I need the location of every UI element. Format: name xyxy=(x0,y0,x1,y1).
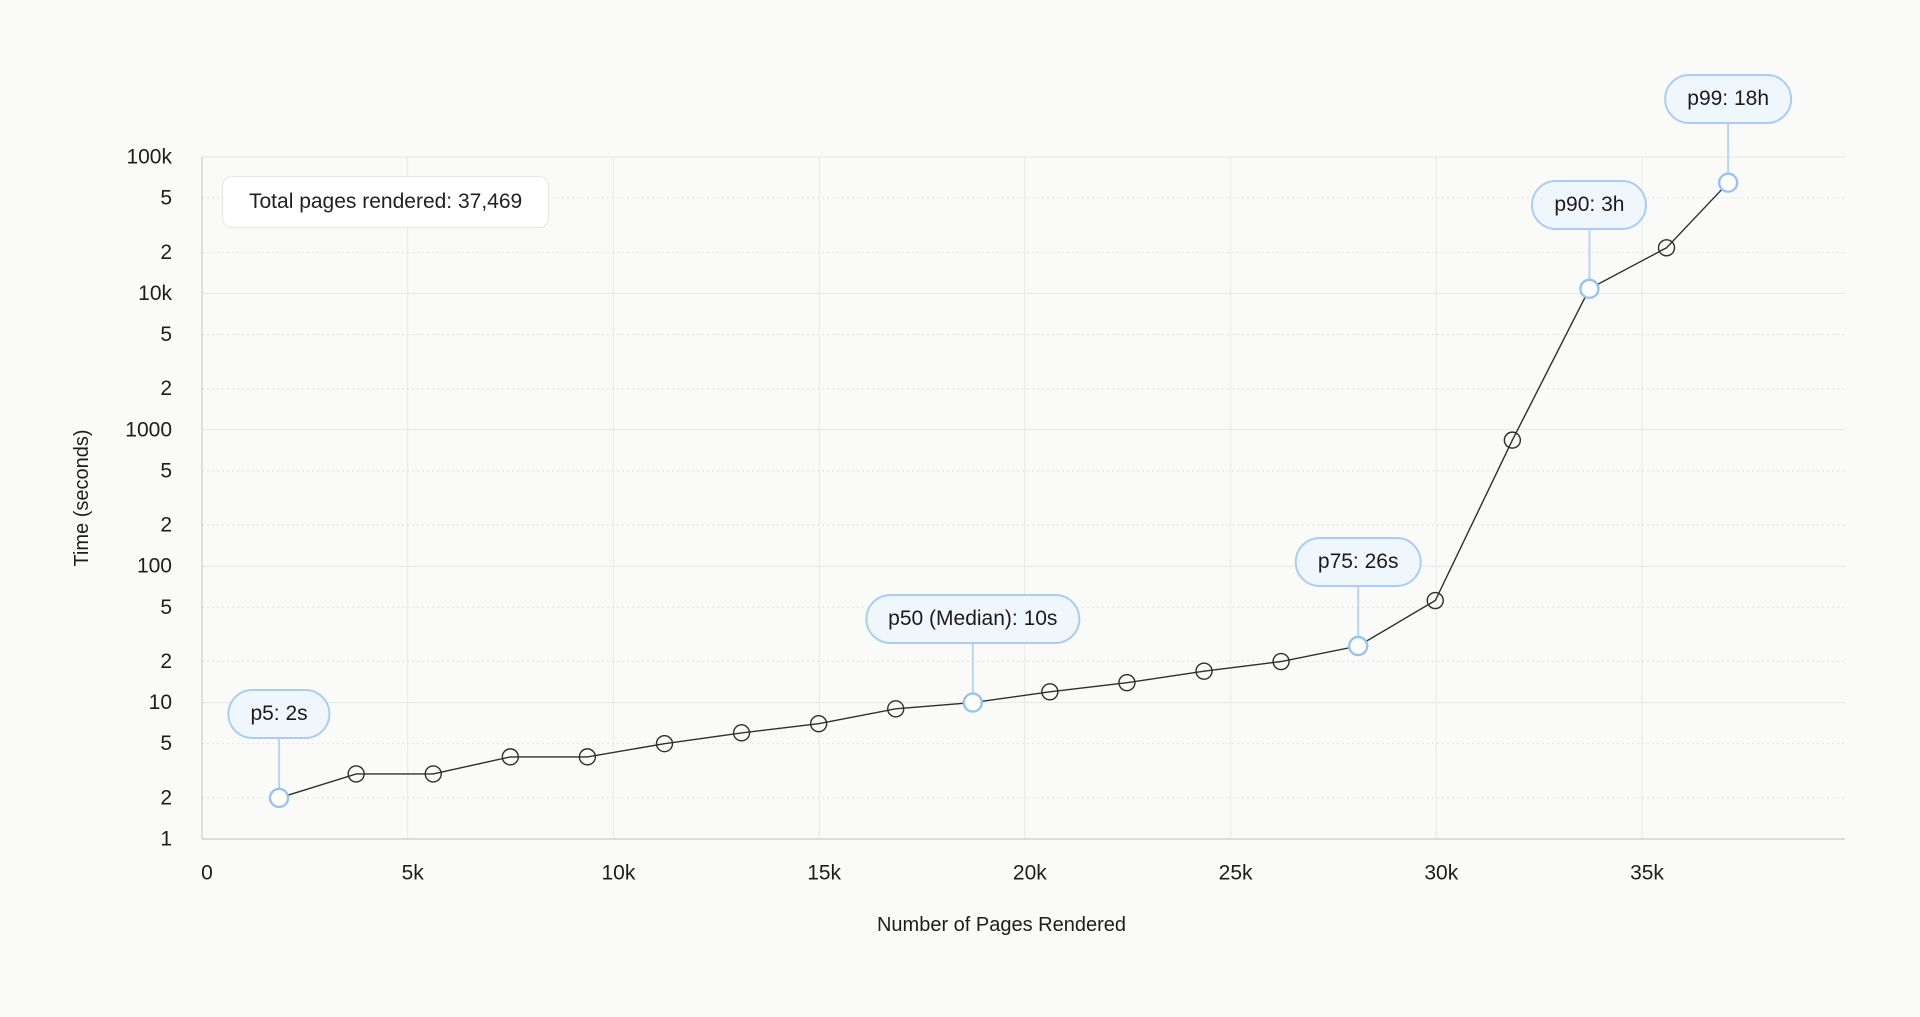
x-axis-title: Number of Pages Rendered xyxy=(877,914,1126,936)
y-tick-label: 1000 xyxy=(125,418,172,441)
x-tick-label: 25k xyxy=(1219,862,1253,885)
data-point-p50[interactable] xyxy=(962,692,984,713)
annotation-pill-p99: p99: 18h xyxy=(1664,73,1793,124)
y-tick-label: 1 xyxy=(160,828,172,851)
data-point-p75[interactable] xyxy=(1347,635,1369,657)
series-line xyxy=(278,182,1729,799)
data-point-p40[interactable] xyxy=(809,715,828,733)
annotation-pill-p5: p5: 2s xyxy=(227,688,331,739)
annotation-pill-p90: p90: 3h xyxy=(1531,179,1648,230)
data-point-p95[interactable] xyxy=(1657,239,1676,257)
data-point-p90[interactable] xyxy=(1579,278,1600,300)
annotation-pill-p75: p75: 26s xyxy=(1294,536,1422,587)
y-tick-label: 100k xyxy=(126,146,172,169)
data-point-p60[interactable] xyxy=(1118,673,1136,692)
x-tick-label: 30k xyxy=(1424,862,1458,885)
y-tick-label: 5 xyxy=(160,596,172,619)
y-tick-label: 10k xyxy=(138,282,172,305)
annotation-pill-p50: p50 (Median): 10s xyxy=(865,593,1081,644)
y-tick-label: 5 xyxy=(160,459,172,482)
data-point-p70[interactable] xyxy=(1272,652,1290,671)
y-tick-label: 5 xyxy=(160,732,172,755)
data-point-p85[interactable] xyxy=(1503,431,1522,449)
data-point-p45[interactable] xyxy=(887,700,905,718)
x-tick-label: 15k xyxy=(807,862,841,885)
y-tick-label: 2 xyxy=(160,650,172,673)
data-point-p25[interactable] xyxy=(578,748,597,766)
x-tick-label: 20k xyxy=(1013,862,1047,885)
x-tick-label: 0 xyxy=(201,862,213,885)
y-tick-label: 100 xyxy=(137,555,172,578)
y-tick-label: 5 xyxy=(160,323,172,346)
data-point-p35[interactable] xyxy=(732,724,751,742)
data-point-p65[interactable] xyxy=(1195,662,1213,680)
total-pages-box: Total pages rendered: 37,469 xyxy=(222,176,550,228)
x-tick-label: 35k xyxy=(1630,862,1664,885)
x-tick-label: 5k xyxy=(402,862,425,885)
y-tick-label: 5 xyxy=(160,187,172,210)
data-point-p55[interactable] xyxy=(1041,683,1059,701)
y-tick-label: 2 xyxy=(160,377,172,400)
y-tick-label: 2 xyxy=(160,241,172,264)
data-point-p30[interactable] xyxy=(655,734,674,753)
data-point-p10[interactable] xyxy=(347,765,365,783)
data-point-p15[interactable] xyxy=(424,765,442,783)
data-point-p20[interactable] xyxy=(501,748,520,766)
y-tick-label: 10 xyxy=(149,691,172,714)
data-point-p80[interactable] xyxy=(1426,591,1444,610)
y-tick-label: 2 xyxy=(160,786,172,809)
data-point-p5[interactable] xyxy=(268,787,290,809)
x-tick-label: 10k xyxy=(601,862,635,885)
y-tick-label: 2 xyxy=(160,514,172,537)
total-pages-label: Total pages rendered: 37,469 xyxy=(249,190,523,213)
data-point-p99[interactable] xyxy=(1717,172,1739,193)
y-axis-title: Time (seconds) xyxy=(71,429,93,566)
